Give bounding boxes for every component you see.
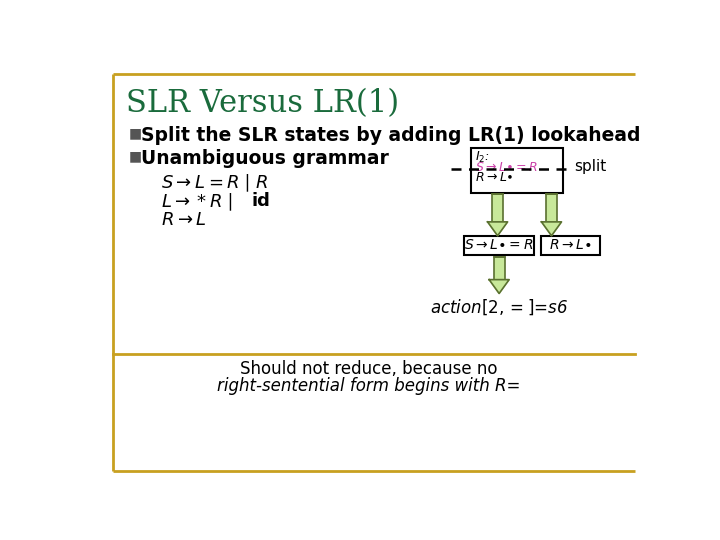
Text: $L \rightarrow * R \mid$: $L \rightarrow * R \mid$ xyxy=(161,192,233,213)
Bar xyxy=(471,148,563,193)
Text: $S \rightarrow L = R \mid R$: $S \rightarrow L = R \mid R$ xyxy=(161,173,268,194)
Bar xyxy=(546,194,557,222)
Bar xyxy=(492,194,503,222)
Text: ■: ■ xyxy=(129,126,142,140)
Text: $R \rightarrow L$: $R \rightarrow L$ xyxy=(161,211,207,229)
Bar xyxy=(494,256,505,280)
Polygon shape xyxy=(489,280,509,294)
Text: Split the SLR states by adding LR(1) lookahead: Split the SLR states by adding LR(1) loo… xyxy=(141,126,641,145)
Text: $I_2$:: $I_2$: xyxy=(475,150,490,165)
Polygon shape xyxy=(487,222,508,236)
Text: right-sentential form begins with R=: right-sentential form begins with R= xyxy=(217,377,521,395)
Text: Should not reduce, because no: Should not reduce, because no xyxy=(240,360,498,377)
Text: split: split xyxy=(574,159,606,174)
Text: $S \rightarrow L{\bullet}{=}R$: $S \rightarrow L{\bullet}{=}R$ xyxy=(464,238,534,252)
Text: $R \rightarrow L{\bullet}$: $R \rightarrow L{\bullet}$ xyxy=(549,238,592,252)
Text: $S \rightarrow L{\bullet}{=}R$: $S \rightarrow L{\bullet}{=}R$ xyxy=(475,161,538,174)
Text: $action[2,=]$=s6: $action[2,=]$=s6 xyxy=(430,298,568,317)
Bar xyxy=(541,236,600,255)
Text: SLR Versus LR(1): SLR Versus LR(1) xyxy=(127,88,400,119)
Text: $R \rightarrow L{\bullet}$: $R \rightarrow L{\bullet}$ xyxy=(475,171,514,184)
Text: id: id xyxy=(252,192,271,210)
Text: Unambiguous grammar: Unambiguous grammar xyxy=(141,150,389,168)
Bar xyxy=(464,236,534,255)
Polygon shape xyxy=(541,222,562,236)
Text: ■: ■ xyxy=(129,150,142,164)
